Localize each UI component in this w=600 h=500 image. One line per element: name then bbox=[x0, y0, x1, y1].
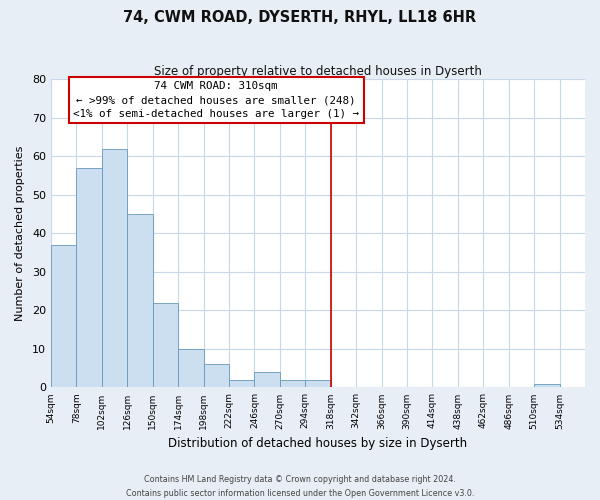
Text: 74 CWM ROAD: 310sqm
← >99% of detached houses are smaller (248)
<1% of semi-deta: 74 CWM ROAD: 310sqm ← >99% of detached h… bbox=[73, 81, 359, 119]
Title: Size of property relative to detached houses in Dyserth: Size of property relative to detached ho… bbox=[154, 65, 482, 78]
Bar bbox=[76, 168, 102, 388]
Y-axis label: Number of detached properties: Number of detached properties bbox=[15, 146, 25, 321]
Bar bbox=[51, 245, 76, 388]
Bar bbox=[203, 364, 229, 388]
Bar bbox=[534, 384, 560, 388]
Bar bbox=[305, 380, 331, 388]
Bar bbox=[152, 302, 178, 388]
Text: Contains HM Land Registry data © Crown copyright and database right 2024.
Contai: Contains HM Land Registry data © Crown c… bbox=[126, 476, 474, 498]
X-axis label: Distribution of detached houses by size in Dyserth: Distribution of detached houses by size … bbox=[169, 437, 467, 450]
Text: 74, CWM ROAD, DYSERTH, RHYL, LL18 6HR: 74, CWM ROAD, DYSERTH, RHYL, LL18 6HR bbox=[124, 10, 476, 25]
Bar bbox=[127, 214, 152, 388]
Bar bbox=[229, 380, 254, 388]
Bar bbox=[178, 349, 203, 388]
Bar bbox=[102, 148, 127, 388]
Bar bbox=[254, 372, 280, 388]
Bar bbox=[280, 380, 305, 388]
